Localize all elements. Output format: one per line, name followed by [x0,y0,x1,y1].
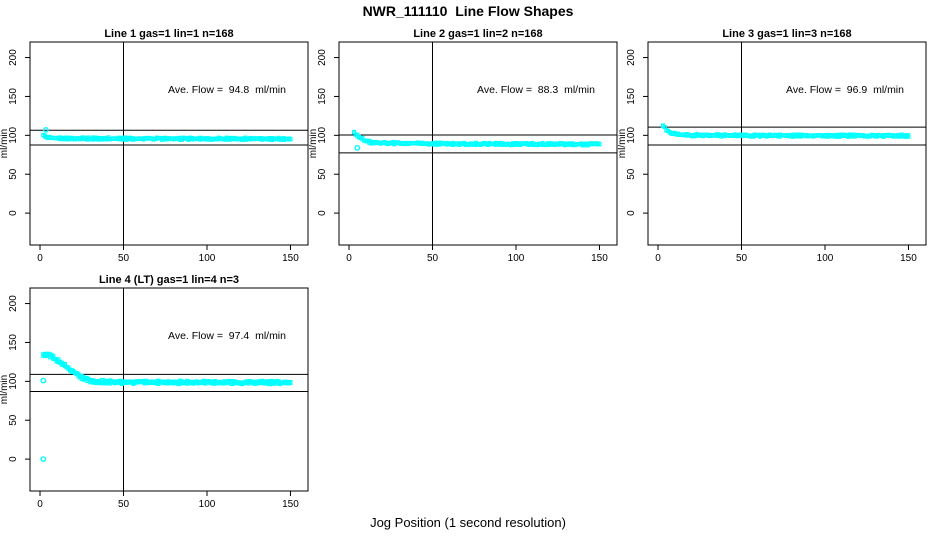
data-point [906,133,911,138]
plot-box [29,41,309,246]
panel-line-2-plot: 0 50 100 150 0 50 100 150 200 ml/min [309,41,618,264]
y-tick-label: 0 [626,210,637,216]
y-tick-label: 50 [8,168,19,180]
y-tick-label: 100 [317,127,328,144]
panel-line-3-ave-flow: Ave. Flow = 96.9 ml/min [786,84,904,96]
x-tick-label: 150 [282,499,299,510]
y-tick-label: 0 [317,210,328,216]
x-tick-label: 50 [427,253,439,264]
y-tick-label: 0 [8,210,19,216]
x-tick-label: 100 [508,253,525,264]
x-tick-label: 100 [199,499,216,510]
panel-line-4-ave-flow: Ave. Flow = 97.4 ml/min [168,330,286,342]
x-tick-label: 0 [37,499,43,510]
data-point [597,142,602,147]
panel-line-1-ave-flow: Ave. Flow = 94.8 ml/min [168,84,286,96]
y-tick-label: 100 [8,127,19,144]
y-axis-title: ml/min [0,129,10,158]
panel-line-3-plot: 0 50 100 150 0 50 100 150 200 ml/min [618,41,927,264]
x-tick-label: 150 [591,253,608,264]
x-tick-label: 0 [655,253,661,264]
outlier-point [40,456,47,463]
x-tick-label: 150 [900,253,917,264]
panel-line-1-title: Line 1 gas=1 lin=1 n=168 [104,28,234,40]
plot-box [647,41,927,246]
x-tick-label: 50 [736,253,748,264]
figure-title: NWR_111110 Line Flow Shapes [362,3,574,19]
y-tick-label: 100 [626,127,637,144]
panel-line-1-plot: 0 50 100 150 0 50 100 150 200 ml/min [0,41,309,264]
y-tick-label: 200 [8,295,19,312]
y-tick-label: 150 [8,334,19,351]
panel-line-4: 0 50 100 150 0 50 100 150 200 ml/min Line 4 (LT) … [0,271,318,519]
x-tick-label: 50 [118,499,130,510]
plot-box [338,41,618,246]
y-tick-label: 150 [626,88,637,105]
y-tick-label: 200 [8,49,19,66]
x-axis-label: Jog Position (1 second resolution) [370,515,566,530]
y-tick-label: 200 [626,49,637,66]
panel-line-3-title: Line 3 gas=1 lin=3 n=168 [722,28,852,40]
panel-line-1: 0 50 100 150 0 50 100 150 200 ml/min Line 1 gas=1… [0,25,318,273]
panel-line-4-title: Line 4 (LT) gas=1 lin=4 n=3 [98,274,240,286]
plot-box [29,287,309,492]
y-tick-label: 0 [8,456,19,462]
y-axis-title: ml/min [0,375,10,404]
x-tick-label: 150 [282,253,299,264]
panel-line-2: 0 50 100 150 0 50 100 150 200 ml/min Line 2 gas=1… [309,25,627,273]
y-tick-label: 50 [317,168,328,180]
outlier-point [40,377,47,384]
y-tick-label: 150 [317,88,328,105]
y-tick-label: 50 [626,168,637,180]
outlier-point [354,144,361,151]
outlier-point [42,126,49,133]
panel-line-4-plot: 0 50 100 150 0 50 100 150 200 ml/min [0,287,309,510]
panel-line-3: 0 50 100 150 0 50 100 150 200 ml/min Line 3 gas=1… [618,25,936,273]
y-axis-title: ml/min [618,129,628,158]
data-point [288,380,293,385]
y-tick-label: 150 [8,88,19,105]
panel-line-2-title: Line 2 gas=1 lin=2 n=168 [413,28,543,40]
x-tick-label: 100 [817,253,834,264]
y-tick-label: 200 [317,49,328,66]
y-axis-title: ml/min [309,129,319,158]
x-tick-label: 0 [37,253,43,264]
x-tick-label: 0 [346,253,352,264]
y-tick-label: 100 [8,373,19,390]
x-tick-label: 50 [118,253,130,264]
x-tick-label: 100 [199,253,216,264]
panel-line-2-ave-flow: Ave. Flow = 88.3 ml/min [477,84,595,96]
data-point [288,136,293,141]
y-tick-label: 50 [8,414,19,426]
